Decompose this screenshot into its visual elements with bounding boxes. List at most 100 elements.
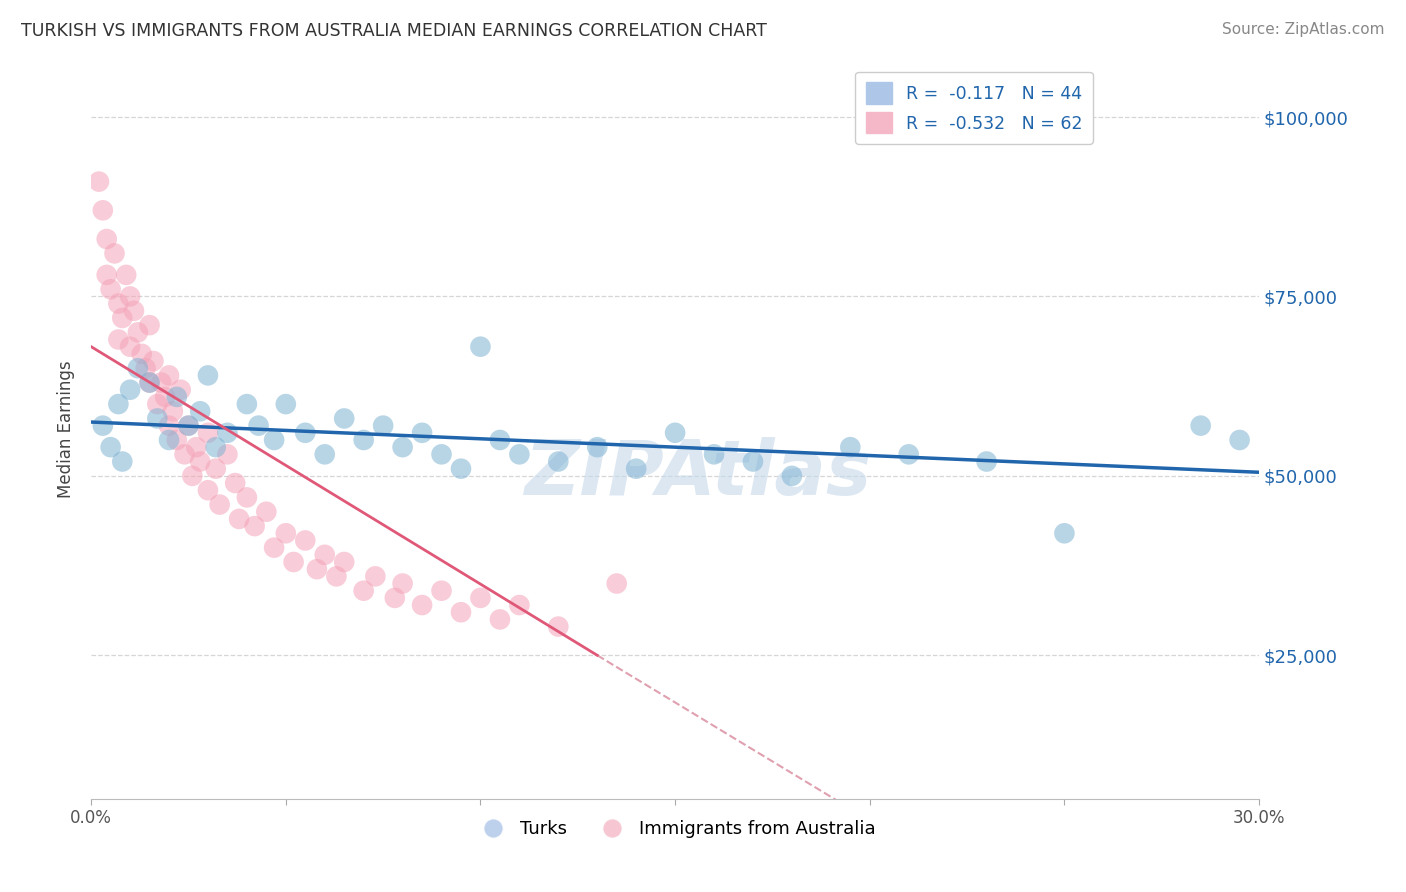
Point — [430, 447, 453, 461]
Point — [274, 526, 297, 541]
Point — [236, 397, 259, 411]
Point — [314, 447, 336, 461]
Point — [181, 468, 204, 483]
Point — [364, 569, 387, 583]
Point — [120, 289, 142, 303]
Point — [247, 418, 270, 433]
Point — [107, 296, 129, 310]
Point — [173, 447, 195, 461]
Point — [430, 583, 453, 598]
Point — [624, 461, 647, 475]
Point — [305, 562, 328, 576]
Point — [1053, 526, 1076, 541]
Point — [162, 404, 184, 418]
Point — [333, 555, 356, 569]
Point — [177, 418, 200, 433]
Point — [217, 425, 239, 440]
Point — [135, 361, 157, 376]
Point — [150, 376, 173, 390]
Point — [450, 461, 472, 475]
Text: Source: ZipAtlas.com: Source: ZipAtlas.com — [1222, 22, 1385, 37]
Point — [197, 483, 219, 498]
Point — [254, 505, 277, 519]
Point — [470, 591, 492, 605]
Point — [197, 368, 219, 383]
Point — [170, 383, 193, 397]
Point — [976, 454, 998, 468]
Point — [127, 361, 149, 376]
Point — [547, 454, 569, 468]
Point — [391, 576, 413, 591]
Point — [96, 268, 118, 282]
Point — [1189, 418, 1212, 433]
Point — [411, 425, 433, 440]
Point — [115, 268, 138, 282]
Point — [166, 433, 188, 447]
Point — [664, 425, 686, 440]
Point — [236, 491, 259, 505]
Point — [606, 576, 628, 591]
Point — [263, 433, 285, 447]
Point — [897, 447, 920, 461]
Point — [157, 418, 180, 433]
Point — [1229, 433, 1251, 447]
Point — [157, 368, 180, 383]
Point — [120, 383, 142, 397]
Point — [294, 533, 316, 548]
Point — [508, 447, 530, 461]
Point — [373, 418, 395, 433]
Point — [146, 411, 169, 425]
Point — [224, 476, 246, 491]
Point — [138, 318, 160, 333]
Point — [314, 548, 336, 562]
Point — [91, 418, 114, 433]
Point — [107, 333, 129, 347]
Point — [122, 303, 145, 318]
Point — [111, 454, 134, 468]
Point — [325, 569, 347, 583]
Point — [166, 390, 188, 404]
Point — [138, 376, 160, 390]
Point — [294, 425, 316, 440]
Point — [243, 519, 266, 533]
Y-axis label: Median Earnings: Median Earnings — [58, 360, 75, 498]
Point — [839, 440, 862, 454]
Text: TURKISH VS IMMIGRANTS FROM AUSTRALIA MEDIAN EARNINGS CORRELATION CHART: TURKISH VS IMMIGRANTS FROM AUSTRALIA MED… — [21, 22, 766, 40]
Point — [177, 418, 200, 433]
Point — [91, 203, 114, 218]
Point — [263, 541, 285, 555]
Point — [100, 282, 122, 296]
Point — [384, 591, 406, 605]
Point — [547, 619, 569, 633]
Point — [333, 411, 356, 425]
Point — [100, 440, 122, 454]
Point — [470, 340, 492, 354]
Point — [217, 447, 239, 461]
Point — [197, 425, 219, 440]
Point — [586, 440, 609, 454]
Point — [127, 326, 149, 340]
Point — [157, 433, 180, 447]
Point — [283, 555, 305, 569]
Point — [208, 498, 231, 512]
Point — [703, 447, 725, 461]
Point — [274, 397, 297, 411]
Point — [391, 440, 413, 454]
Point — [489, 612, 512, 626]
Point — [353, 583, 375, 598]
Point — [489, 433, 512, 447]
Point — [780, 468, 803, 483]
Point — [353, 433, 375, 447]
Text: ZIPAtlas: ZIPAtlas — [524, 436, 872, 510]
Point — [120, 340, 142, 354]
Point — [508, 598, 530, 612]
Point — [742, 454, 765, 468]
Point — [188, 404, 211, 418]
Legend: Turks, Immigrants from Australia: Turks, Immigrants from Australia — [467, 813, 883, 846]
Point — [204, 440, 226, 454]
Point — [131, 347, 153, 361]
Point — [204, 461, 226, 475]
Point — [411, 598, 433, 612]
Point — [142, 354, 165, 368]
Point — [146, 397, 169, 411]
